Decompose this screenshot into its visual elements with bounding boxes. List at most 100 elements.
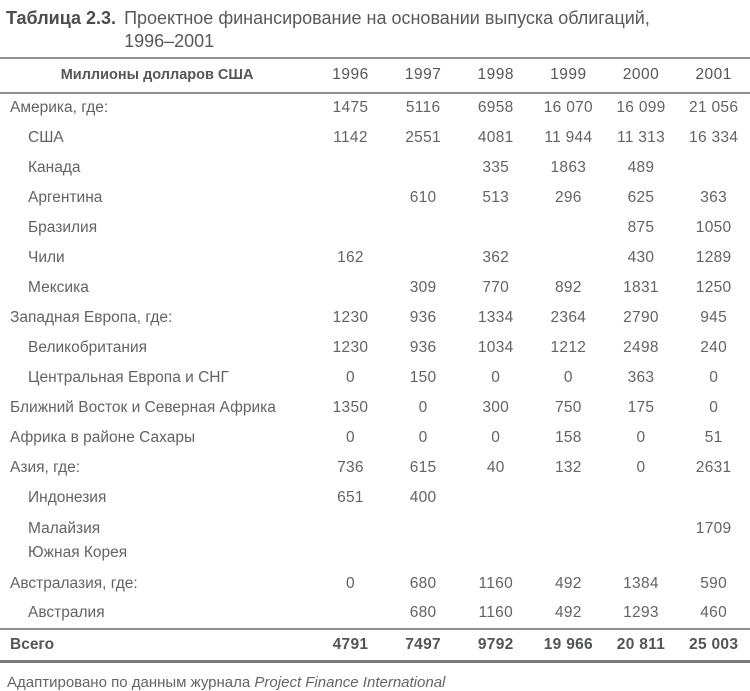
value-cell: 1709 (695, 519, 732, 537)
total-value-cell: 9792 (459, 627, 533, 664)
value-cell (677, 153, 750, 183)
value-cell: 0 (346, 428, 355, 446)
table-title: Проектное финансирование на основании вы… (124, 7, 650, 54)
value-cell: 0 (346, 574, 355, 592)
value-cell: 1350 (332, 398, 369, 416)
total-row: Всего 4791 7497 9792 19 966 20 811 25 003 (0, 627, 750, 664)
value-cell: 875 (627, 218, 655, 236)
table-row: Америка, где: 1475 5116 6958 16 070 16 099 21 … (0, 93, 750, 123)
value-cell: 0 (491, 428, 501, 446)
table-caption: Таблица 2.3. Проектное финансирование на… (0, 0, 750, 54)
value-cell: 362 (482, 248, 510, 266)
value-cell (677, 483, 750, 513)
total-value-cell: 4791 (314, 627, 387, 664)
value-cell (532, 483, 605, 513)
table-row: Малайзия Южная Корея 1709 (0, 513, 750, 569)
source-note: Адаптировано по данным журнала Project F… (0, 663, 750, 691)
row-label: Аргентина (28, 188, 103, 206)
value-cell (314, 153, 387, 183)
value-cell: 51 (704, 428, 723, 446)
value-cell: 1160 (478, 574, 513, 592)
table-row: Великобритания 1230 936 1034 1212 2498 240 (0, 333, 750, 363)
value-cell: 489 (627, 158, 655, 176)
value-cell: 460 (700, 604, 728, 622)
value-cell (605, 483, 678, 513)
value-cell: 945 (700, 308, 728, 326)
table-number: Таблица 2.3. (6, 8, 117, 28)
value-cell: 363 (627, 368, 655, 386)
value-cell: 770 (482, 278, 510, 296)
value-cell: 1250 (695, 278, 732, 296)
value-cell (459, 483, 532, 513)
row-label: Австралия (28, 604, 105, 622)
value-cell: 0 (563, 368, 573, 386)
value-cell: 363 (700, 188, 728, 206)
value-cell: 936 (409, 308, 437, 326)
value-cell: 175 (627, 398, 655, 416)
value-cell: 1230 (332, 308, 369, 326)
year-header: 2000 (604, 56, 678, 94)
value-cell: 2364 (550, 308, 587, 326)
value-cell (532, 213, 605, 243)
row-label: Африка в районе Сахары (10, 428, 196, 446)
value-cell (387, 513, 460, 569)
data-table: Миллионы долларов США 1996 1997 1998 1999 20… (0, 56, 750, 664)
value-cell: 16 099 (616, 99, 666, 117)
value-cell: 0 (709, 398, 719, 416)
value-cell: 1050 (695, 218, 732, 236)
year-header: 2001 (677, 56, 750, 94)
table-row: Мексика 309 770 892 1831 1250 (0, 273, 750, 303)
value-cell: 16 334 (689, 128, 739, 146)
year-header: 1996 (314, 56, 387, 94)
row-label: Мексика (28, 278, 89, 296)
value-cell (387, 153, 460, 183)
value-cell: 430 (627, 248, 655, 266)
value-cell: 4081 (477, 128, 514, 146)
row-label: Азия, где: (10, 458, 81, 476)
row-label: Чили (28, 248, 65, 266)
source-note-text: Адаптировано по данным журнала (7, 674, 255, 691)
row-label: Ближний Восток и Северная Африка (10, 398, 276, 416)
row-label: Америка, где: (10, 99, 109, 117)
value-cell: 300 (482, 398, 510, 416)
value-cell: 309 (409, 278, 437, 296)
value-cell: 21 056 (689, 99, 739, 117)
value-cell: 158 (554, 428, 582, 446)
table-row: Бразилия 875 1050 (0, 213, 750, 243)
value-cell: 16 070 (543, 99, 593, 117)
value-cell: 0 (709, 368, 719, 386)
value-cell: 296 (554, 188, 582, 206)
value-cell: 400 (409, 488, 437, 506)
value-cell: 936 (409, 338, 437, 356)
value-cell: 736 (337, 458, 364, 476)
row-label: Канада (28, 158, 81, 176)
value-cell: 0 (491, 368, 501, 386)
value-cell: 1475 (332, 99, 369, 117)
value-cell: 132 (554, 458, 582, 476)
table-row: Австралазия, где: 0 680 1160 492 1384 590 (0, 569, 750, 599)
value-cell: 1384 (623, 574, 659, 592)
value-cell: 892 (554, 278, 582, 296)
value-cell: 1334 (477, 308, 514, 326)
value-cell: 1831 (623, 278, 659, 296)
total-label: Всего (0, 627, 315, 664)
value-cell: 0 (636, 458, 646, 476)
value-cell: 680 (409, 574, 437, 592)
value-cell (532, 513, 605, 569)
value-cell (387, 213, 460, 243)
row-label: Индонезия (28, 488, 107, 506)
units-header: Миллионы долларов США (0, 56, 315, 94)
value-cell: 492 (554, 604, 582, 622)
value-cell: 590 (700, 574, 728, 592)
value-cell (387, 243, 460, 273)
table-row: Индонезия 651 400 (0, 483, 750, 513)
total-value-cell: 25 003 (677, 627, 750, 664)
value-cell: 610 (409, 188, 437, 206)
value-cell: 0 (418, 398, 428, 416)
value-cell: 651 (337, 488, 364, 506)
table-row: Чили 162 362 430 1289 (0, 243, 750, 273)
value-cell: 2498 (623, 338, 659, 356)
value-cell: 1034 (477, 338, 514, 356)
row-label: Великобритания (28, 338, 148, 356)
